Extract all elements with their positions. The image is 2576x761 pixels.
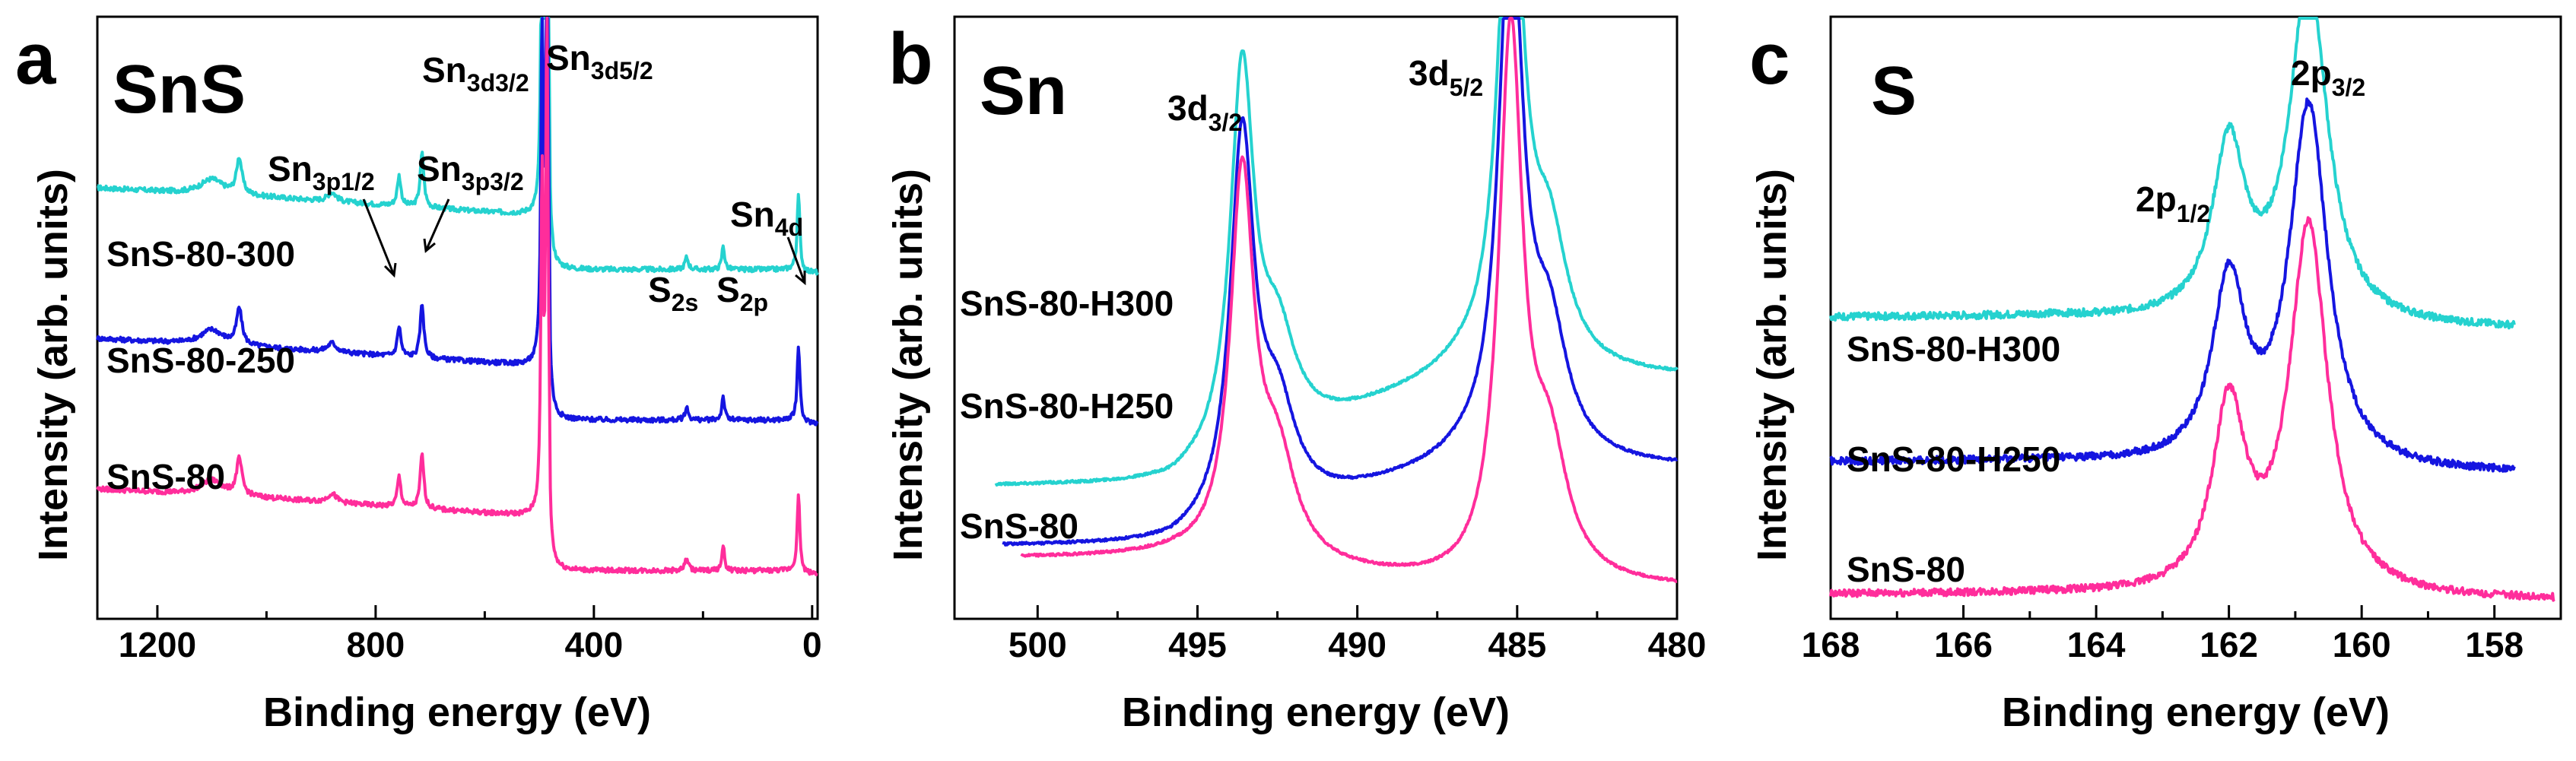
annot-3d52: 3d5/2	[1409, 53, 1483, 101]
annot-s2p: S2p	[716, 270, 768, 316]
series-group-b	[994, 17, 1679, 583]
annot-sn3p32: Sn3p3/2	[417, 149, 524, 195]
x-ticks-a: 1200 800 400 0	[119, 605, 822, 664]
x-tick-label-a-2: 400	[564, 625, 623, 664]
series-label-a-2: SnS-80	[106, 457, 225, 496]
plot-frame-b	[953, 15, 1679, 620]
arrow-sn4d	[786, 236, 806, 286]
annot-sn3d32: Sn3d3/2	[422, 50, 529, 97]
series-group-a	[96, 17, 819, 577]
annot-2p32: 2p3/2	[2291, 53, 2365, 101]
arrow-sn3p12	[362, 198, 397, 278]
annot-sn3d52: Sn3d5/2	[546, 38, 653, 84]
series-line-a-0	[97, 17, 819, 276]
ylabel-b: Intensity (arb. units)	[885, 169, 931, 561]
series-label-c-0: SnS-80-H300	[1847, 329, 2060, 369]
x-tick-label-b-2: 490	[1328, 625, 1386, 664]
x-tick-label-b-4: 480	[1648, 625, 1707, 664]
ylabel-a: Intensity (arb. units)	[30, 169, 76, 561]
x-tick-label-a-0: 1200	[119, 625, 196, 664]
x-tick-label-c-3: 162	[2200, 625, 2258, 664]
x-tick-label-c-5: 158	[2465, 625, 2524, 664]
series-label-b-0: SnS-80-H300	[960, 284, 1174, 323]
panel-c: c Intensity (arb. units) S 168 166 164 162 1…	[1749, 15, 2562, 735]
series-line-c-0	[1829, 17, 2516, 330]
x-tick-label-a-1: 800	[347, 625, 405, 664]
xlabel-a: Binding energy (eV)	[263, 690, 651, 735]
element-label-c: S	[1871, 53, 1917, 129]
element-label-a: SnS	[113, 52, 246, 128]
series-line-b-0	[994, 17, 1679, 487]
annot-s2s: S2s	[648, 270, 698, 316]
x-tick-label-a-3: 0	[802, 625, 822, 664]
x-tick-label-c-1: 166	[1934, 625, 1993, 664]
series-line-c-2	[1829, 216, 2555, 602]
panel-b: b Intensity (arb. units) Sn 500 495 490 485…	[885, 15, 1706, 735]
panel-tag-c: c	[1749, 18, 1790, 100]
series-label-c-1: SnS-80-H250	[1847, 439, 2060, 479]
panel-tag-b: b	[888, 18, 933, 100]
series-line-b-1	[1002, 17, 1679, 547]
series-line-b-2	[1020, 17, 1678, 583]
panel-a: a Intensity (arb. units) SnS 1200 800 400 0…	[15, 15, 822, 735]
plot-frame-a	[96, 15, 819, 620]
series-label-a-1: SnS-80-250	[106, 341, 295, 380]
series-label-b-2: SnS-80	[960, 506, 1078, 546]
x-tick-label-b-0: 500	[1008, 625, 1067, 664]
ylabel-c: Intensity (arb. units)	[1749, 169, 1795, 561]
series-group-c	[1829, 17, 2555, 602]
series-label-c-2: SnS-80	[1847, 550, 1965, 589]
annot-sn3p12: Sn3p1/2	[268, 149, 375, 195]
annot-sn4d: Sn4d	[730, 195, 803, 241]
annot-3d32: 3d3/2	[1167, 88, 1242, 136]
x-ticks-c: 168 166 164 162 160 158	[1802, 605, 2524, 664]
series-line-c-1	[1829, 97, 2516, 473]
x-tick-label-c-4: 160	[2333, 625, 2391, 664]
panel-tag-a: a	[15, 18, 56, 100]
arrow-sn3p32	[423, 198, 450, 253]
series-line-a-2	[96, 17, 818, 577]
series-line-a-1	[96, 17, 819, 426]
xlabel-c: Binding energy (eV)	[2002, 690, 2390, 735]
annot-2p12: 2p1/2	[2136, 179, 2210, 227]
x-tick-label-c-2: 164	[2067, 625, 2126, 664]
element-label-b: Sn	[980, 53, 1067, 129]
xlabel-b: Binding energy (eV)	[1122, 690, 1510, 735]
x-tick-label-b-1: 495	[1168, 625, 1227, 664]
x-tick-label-b-3: 485	[1488, 625, 1546, 664]
x-ticks-b: 500 495 490 485 480	[1008, 605, 1706, 664]
series-label-b-1: SnS-80-H250	[960, 386, 1174, 426]
x-tick-label-c-0: 168	[1802, 625, 1860, 664]
series-label-a-0: SnS-80-300	[106, 234, 295, 274]
